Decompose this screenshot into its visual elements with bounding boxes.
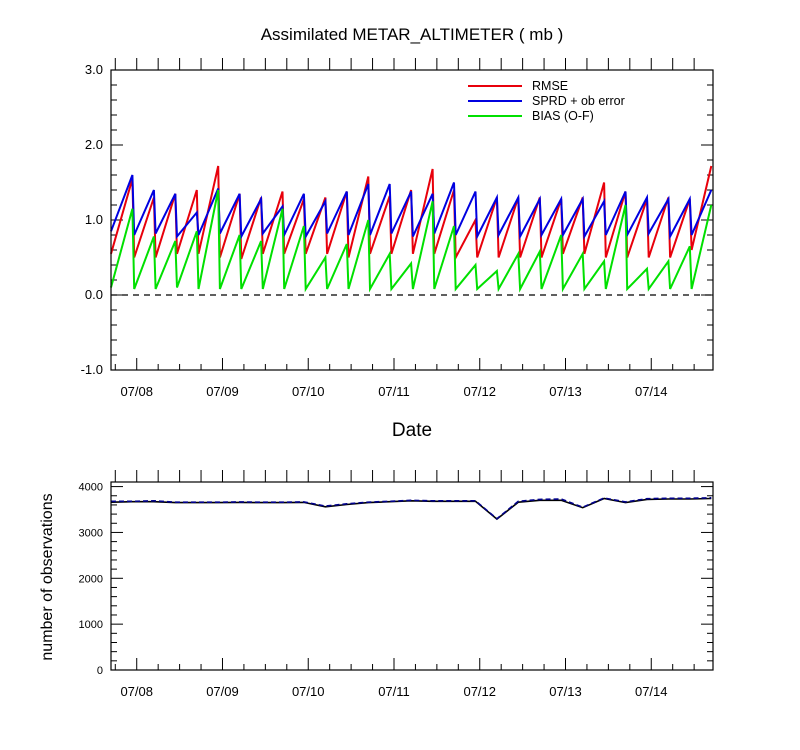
legend-label: SPRD + ob error [532,94,625,108]
y-tick-label: -1.0 [81,362,103,377]
observation-count-panel: 0 1000 2000 3000 4000 07/08 07/09 07/10 07/11 07/… [39,470,714,699]
y-tick-label: 1000 [79,619,103,631]
x-tick-label: 07/10 [292,384,325,399]
x-tick-label: 07/08 [120,384,153,399]
x-tick-label: 07/14 [635,384,668,399]
y-tick-label: 4000 [79,482,103,494]
x-tick-label: 07/11 [378,684,410,699]
bottom-plot-frame [110,481,714,671]
y-tick-label: 1.0 [85,212,103,227]
x-tick-label: 07/14 [635,684,668,699]
x-tick-label: 07/13 [549,384,582,399]
series-line-bias-o-f [110,189,713,293]
y-tick-label: 2000 [79,573,103,585]
top-axis-ticks: -1.0 0.0 1.0 2.0 3.0 07/08 07/09 07/10 07/11 07/1… [81,58,713,399]
bottom-series-layer [110,497,712,521]
x-tick-label: 07/09 [206,684,239,699]
x-tick-label: 07/10 [292,684,325,699]
y-tick-label: 3.0 [85,62,103,77]
top-plot-frame [110,69,714,371]
legend-label: RMSE [532,79,568,93]
x-tick-label: 07/12 [463,684,496,699]
y-tick-label: 3000 [79,527,103,539]
observation-count-line-dashed [111,497,712,520]
y-axis-label-observations: number of observations [39,493,56,660]
x-tick-label: 07/13 [549,684,582,699]
top-series-layer [110,165,713,293]
y-tick-label: 0.0 [85,287,103,302]
legend-label: BIAS (O-F) [532,109,594,123]
chart-title: Assimilated METAR_ALTIMETER ( mb ) [261,25,564,44]
x-tick-label: 07/11 [378,384,410,399]
rmse-chart-panel: Assimilated METAR_ALTIMETER ( mb ) -1.0 0… [81,25,714,441]
y-tick-label: 0 [97,665,103,677]
y-tick-label: 2.0 [85,137,103,152]
x-axis-label: Date [392,420,432,441]
x-tick-label: 07/12 [463,384,496,399]
x-tick-label: 07/08 [120,684,153,699]
bottom-axis-ticks: 0 1000 2000 3000 4000 07/08 07/09 07/10 07/11 07/… [79,470,713,699]
x-tick-label: 07/09 [206,384,239,399]
